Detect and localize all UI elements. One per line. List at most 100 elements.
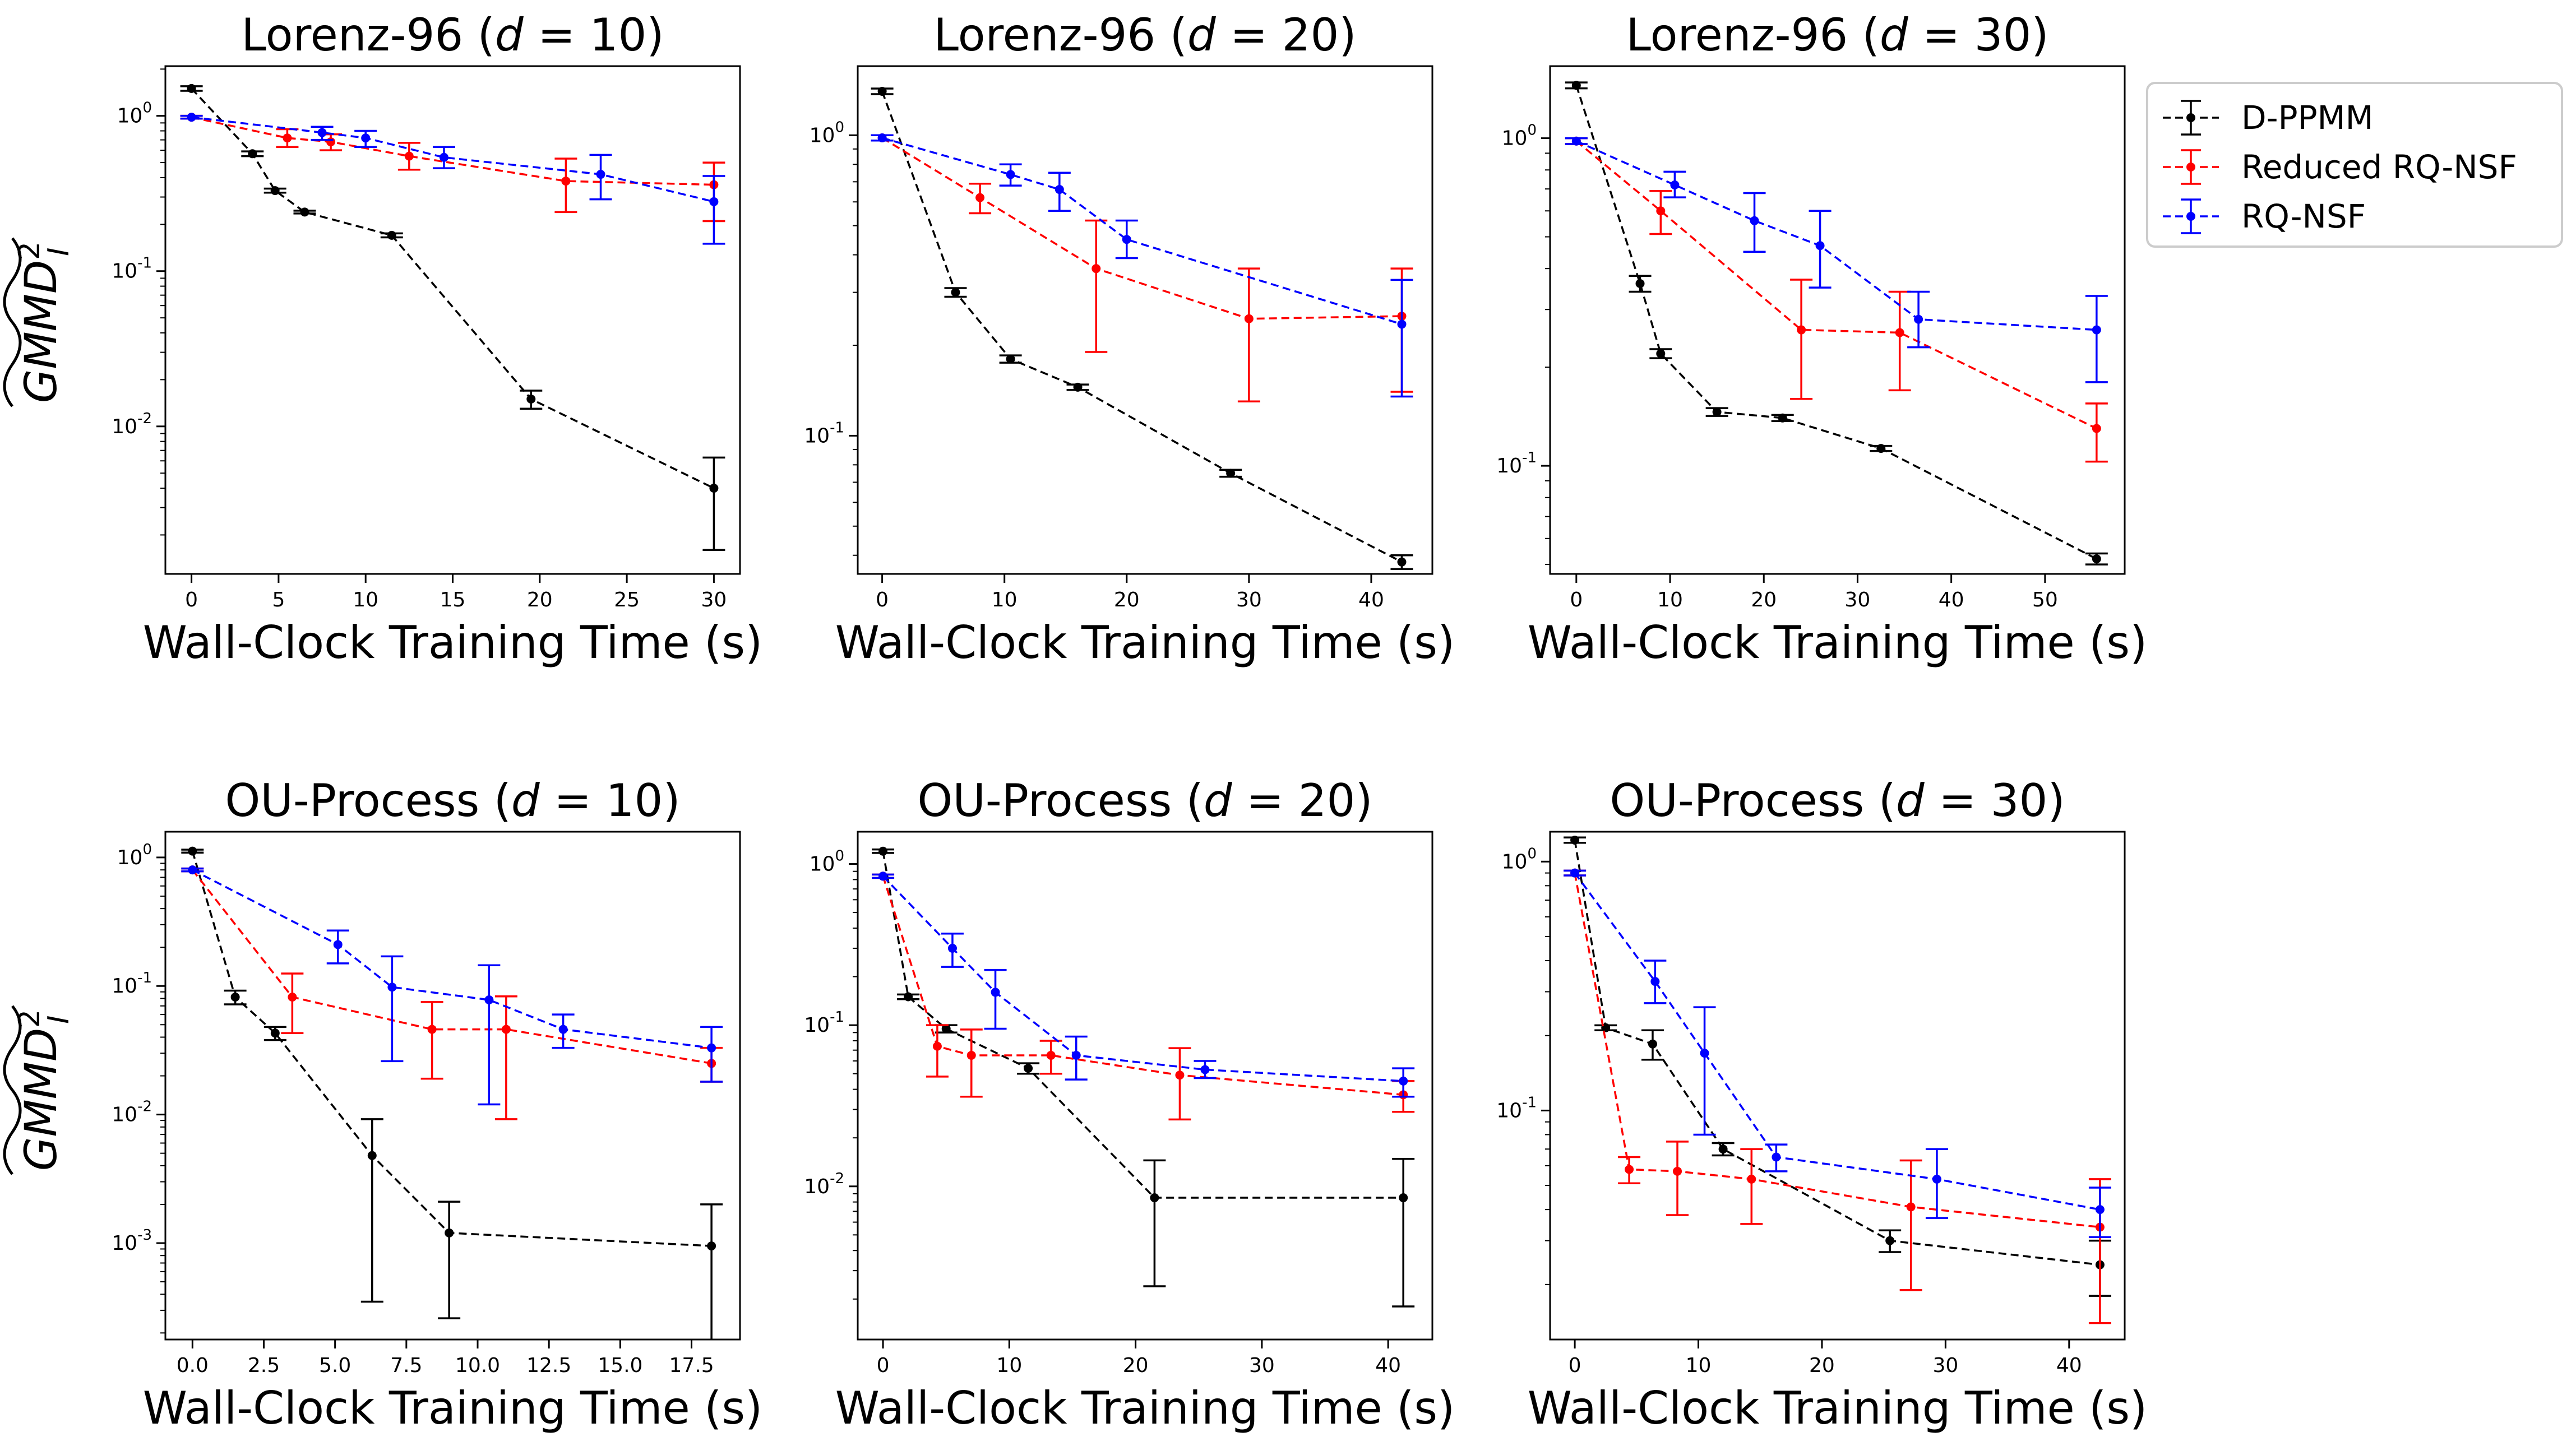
x-tick-label: 25	[614, 588, 640, 611]
x-tick-label: 7.5	[390, 1354, 422, 1377]
data-point	[707, 1043, 716, 1053]
x-tick-label: 30	[1845, 588, 1871, 611]
chart-panel-6: OU-Process (d = 30) 0 10 20 30 40 10-1 100 Wall-…	[1496, 775, 2147, 1434]
x-tick-label: 30	[1236, 588, 1262, 611]
series-d-ppmm	[180, 84, 725, 551]
x-axis-label: Wall-Clock Training Time (s)	[143, 1382, 763, 1434]
data-point	[1700, 1049, 1709, 1058]
data-point	[1914, 314, 1923, 324]
series-line	[882, 875, 1404, 1096]
series-line	[191, 116, 714, 203]
series-line	[882, 851, 1404, 1199]
y-tick-label: 100	[810, 119, 844, 147]
data-point	[187, 84, 196, 93]
data-point	[877, 133, 887, 143]
x-tick-label: 30	[701, 588, 727, 611]
series-line	[191, 851, 712, 1247]
data-point	[1648, 1039, 1657, 1049]
data-point	[404, 151, 414, 161]
chart-panel-4: OU-Process (d = 10) 0.0 2.5 5.0 7.5 10.0 12.5 1…	[112, 775, 762, 1434]
y-tick-label: 10-1	[112, 255, 152, 283]
data-point	[484, 995, 494, 1004]
data-point	[932, 1041, 942, 1051]
data-point	[1815, 241, 1825, 251]
data-point	[333, 940, 343, 949]
x-tick-label: 0	[1569, 1354, 1581, 1377]
data-point	[1906, 1202, 1916, 1212]
legend-entry-d-ppmm: D-PPMM	[2163, 99, 2374, 137]
data-point	[1876, 444, 1886, 453]
chart-title-dimension: 10	[590, 9, 647, 61]
y-tick-label: 100	[117, 841, 152, 869]
data-point	[1625, 1165, 1634, 1174]
x-tick-label: 30	[1932, 1354, 1958, 1377]
x-tick-label: 15	[440, 588, 466, 611]
x-axis-label: Wall-Clock Training Time (s)	[835, 1382, 1455, 1434]
chart-title-dimension: 20	[1298, 775, 1356, 827]
series-rq-nsf	[181, 865, 723, 1106]
chart-title-dimension: 30	[1991, 775, 2048, 827]
plot-frame	[1549, 65, 2126, 575]
chart-panel-5: OU-Process (d = 20) 0 10 20 30 40 10-2 10-1 100 W…	[804, 775, 1455, 1434]
data-point	[326, 137, 336, 147]
data-point	[439, 152, 448, 162]
y-tick-label: 10-1	[804, 419, 844, 447]
data-point	[1778, 413, 1787, 423]
data-point	[1071, 1050, 1081, 1060]
chart-title-dimension: 10	[606, 775, 663, 827]
data-point	[188, 865, 197, 875]
data-point	[2095, 1205, 2105, 1215]
data-point	[1885, 1236, 1895, 1245]
data-point	[501, 1025, 511, 1034]
legend-label: Reduced RQ-NSF	[2241, 148, 2517, 186]
x-tick-label: 20	[527, 588, 553, 611]
chart-title-name: OU-Process (	[225, 775, 511, 827]
data-point	[966, 1050, 976, 1060]
series-rq-nsf	[872, 872, 1415, 1098]
series-rq-nsf	[180, 113, 725, 245]
chart-title-name: OU-Process (	[1610, 775, 1896, 827]
y-tick-label: 10-1	[1496, 1094, 1537, 1122]
series-rq-nsf	[1565, 136, 2108, 383]
y-axis-label-top: GMMD2I	[3, 237, 76, 407]
data-point	[367, 1151, 377, 1160]
data-point	[188, 846, 197, 856]
data-point	[300, 207, 309, 217]
chart-title-dimension: 30	[1974, 9, 2032, 61]
plot-frame	[164, 831, 741, 1341]
data-point	[1055, 185, 1064, 194]
data-point	[387, 982, 397, 992]
x-tick-label: 50	[2032, 588, 2058, 611]
x-tick-label: 10	[1686, 1354, 1712, 1377]
series-line	[1576, 140, 2097, 331]
x-tick-label: 10	[996, 1354, 1022, 1377]
series-d-ppmm	[1565, 81, 2108, 566]
data-point	[1397, 557, 1407, 567]
legend-label: RQ-NSF	[2241, 197, 2366, 235]
x-tick-label: 40	[2056, 1354, 2082, 1377]
data-point	[1747, 1174, 1756, 1184]
data-point	[558, 1025, 568, 1034]
legend-entry-reduced-rq-nsf: Reduced RQ-NSF	[2163, 148, 2517, 186]
svg-text:GMMD2I: GMMD2I	[13, 1009, 76, 1171]
x-tick-label: 30	[1249, 1354, 1275, 1377]
y-axis-label-bottom: GMMD2I	[3, 1005, 76, 1175]
x-tick-label: 20	[1123, 1354, 1149, 1377]
data-point	[707, 1241, 716, 1251]
x-tick-label: 40	[1939, 588, 1964, 611]
series-line	[882, 875, 1404, 1082]
x-tick-label: 5	[272, 588, 285, 611]
data-point	[1656, 349, 1666, 358]
data-point	[2092, 424, 2101, 433]
y-tick-label: 100	[1502, 122, 1537, 150]
data-point	[248, 149, 257, 159]
data-point	[1122, 235, 1131, 244]
x-tick-label: 20	[1114, 588, 1140, 611]
legend-marker	[2186, 212, 2195, 221]
series-line	[1574, 872, 2101, 1211]
x-tick-label: 10	[353, 588, 378, 611]
data-point	[904, 992, 913, 1002]
x-tick-label: 2.5	[248, 1354, 280, 1377]
data-point	[1570, 835, 1580, 845]
y-tick-label: 10-2	[804, 1170, 844, 1198]
